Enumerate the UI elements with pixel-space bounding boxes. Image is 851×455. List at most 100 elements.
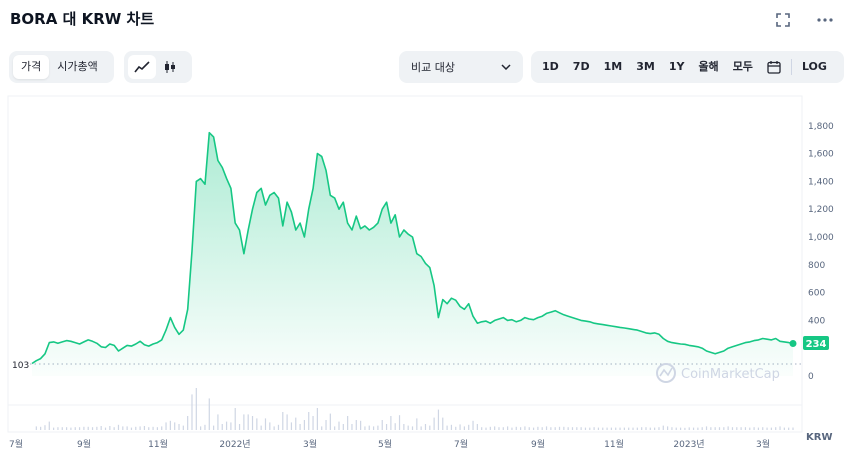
- log-scale-toggle[interactable]: LOG: [801, 60, 827, 73]
- volume-bar: [247, 414, 249, 430]
- y-tick-label: 400: [808, 316, 825, 326]
- volume-bar: [372, 426, 375, 430]
- watermark: CoinMarketCap: [656, 363, 780, 383]
- volume-bar: [558, 426, 561, 430]
- price-line: [31, 131, 794, 365]
- volume-bar: [96, 426, 98, 430]
- volume-bar: [403, 424, 405, 430]
- volume-bar: [53, 427, 55, 430]
- line-chart-button[interactable]: [128, 55, 156, 79]
- y-tick-label: 1,400: [808, 177, 834, 187]
- volume-bar: [329, 413, 331, 430]
- volume-bar: [182, 425, 184, 430]
- candlestick-icon: [165, 61, 175, 73]
- volume-bar: [792, 427, 794, 430]
- volume-bar: [511, 427, 513, 430]
- volume-bar: [455, 426, 457, 430]
- volume-bar: [775, 427, 777, 430]
- range-1d[interactable]: 1D: [542, 60, 559, 73]
- candlestick-button[interactable]: [156, 55, 184, 79]
- volume-bar: [295, 417, 297, 430]
- volume-bar: [433, 417, 435, 430]
- y-tick-label: 1,000: [808, 233, 834, 243]
- volume-bar: [44, 425, 46, 430]
- volume-bar: [619, 427, 621, 430]
- volume-bar: [230, 422, 232, 430]
- expand-icon[interactable]: [773, 10, 793, 30]
- volume-bar: [545, 426, 548, 430]
- volume-bar: [554, 427, 556, 430]
- volume-bar: [485, 427, 487, 430]
- volume-bar: [736, 427, 738, 430]
- volume-bar: [398, 415, 401, 430]
- volume-bar: [589, 427, 591, 430]
- more-options-icon[interactable]: [815, 10, 835, 30]
- volume-bar: [770, 427, 772, 430]
- plot-frame: [7, 95, 803, 433]
- range-ytd[interactable]: 올해: [698, 60, 719, 73]
- more-horizontal-icon: [817, 18, 833, 22]
- x-axis: 7월 9월 11월 2022년 3월 5월 7월 9월 11월 2023년 3월: [9, 438, 770, 450]
- volume-bar: [316, 408, 318, 430]
- volume-bar: [623, 427, 625, 430]
- volume-bar: [113, 427, 115, 430]
- y-axis: 0 400 600 800 1,000 1,200 1,400 1,600 1,800: [808, 122, 834, 382]
- x-tick-label: 5월: [378, 438, 392, 450]
- volume-bar: [411, 426, 414, 430]
- volume-bar: [260, 425, 262, 430]
- x-tick-label: 2023년: [673, 439, 704, 450]
- volume-bar: [446, 425, 448, 430]
- line-chart-icon: [134, 61, 150, 73]
- volume-bar: [610, 427, 612, 430]
- volume-bar: [368, 425, 370, 430]
- volume-bar: [584, 427, 587, 430]
- volume-bar: [550, 427, 552, 430]
- volume-bar: [243, 414, 245, 430]
- volume-bar: [174, 422, 176, 430]
- volume-bar: [234, 408, 236, 430]
- volume-bar: [169, 420, 171, 430]
- range-3m[interactable]: 3M: [636, 60, 655, 73]
- tab-price[interactable]: 가격: [13, 55, 50, 79]
- range-1y[interactable]: 1Y: [668, 60, 685, 73]
- volume-bar: [204, 424, 206, 430]
- volume-bar: [135, 426, 137, 430]
- range-7d[interactable]: 7D: [572, 60, 590, 73]
- chevron-down-icon: [501, 64, 511, 70]
- volume-bar: [269, 422, 271, 430]
- volume-bar: [312, 416, 314, 430]
- volume-bar: [576, 427, 578, 430]
- volume-bar: [130, 427, 133, 430]
- volume-bar: [109, 426, 111, 430]
- range-all[interactable]: 모두: [732, 60, 753, 73]
- volume-bar: [567, 427, 569, 430]
- tab-market-cap[interactable]: 시가총액: [57, 60, 98, 73]
- volume-bar: [662, 425, 664, 430]
- volume-bar: [325, 420, 327, 430]
- volume-bar: [779, 426, 781, 430]
- page-title: BORA 대 KRW 차트: [10, 10, 155, 28]
- range-1m[interactable]: 1M: [603, 60, 623, 73]
- volume-bar: [286, 414, 288, 430]
- volume-bar: [563, 426, 565, 430]
- volume-bar: [321, 426, 323, 430]
- volume-bar: [749, 427, 751, 430]
- calendar-button[interactable]: [760, 55, 788, 79]
- volume-bar: [273, 426, 275, 430]
- volume-bar: [117, 424, 120, 430]
- volume-bar: [671, 427, 673, 430]
- volume-bar: [407, 425, 409, 430]
- volume-bar: [65, 427, 68, 430]
- volume-bar: [528, 427, 530, 430]
- y-tick-label: 0: [808, 372, 814, 382]
- volume-bar: [251, 416, 254, 430]
- y-tick-label: 1,200: [808, 205, 834, 215]
- volume-bar: [394, 423, 396, 430]
- volume-bar: [165, 422, 167, 430]
- compare-dropdown[interactable]: 비교 대상: [399, 51, 523, 83]
- volume-bar: [524, 426, 526, 430]
- x-tick-label: 9월: [77, 438, 91, 450]
- current-price-dot: [789, 339, 797, 347]
- volume-bar: [459, 424, 461, 430]
